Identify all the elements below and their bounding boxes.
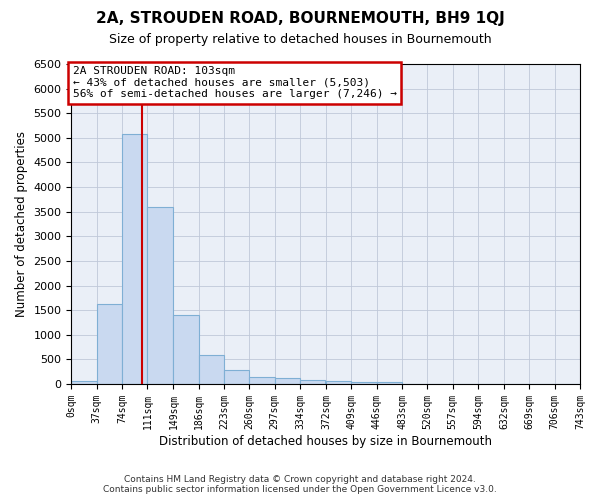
Bar — [71, 381, 97, 384]
Bar — [199, 355, 224, 384]
X-axis label: Distribution of detached houses by size in Bournemouth: Distribution of detached houses by size … — [159, 434, 492, 448]
Bar — [173, 314, 199, 384]
Text: Contains HM Land Registry data © Crown copyright and database right 2024.
Contai: Contains HM Land Registry data © Crown c… — [103, 474, 497, 494]
Bar — [300, 380, 325, 384]
Bar — [224, 370, 250, 384]
Bar — [326, 381, 352, 384]
Bar — [122, 134, 148, 384]
Y-axis label: Number of detached properties: Number of detached properties — [15, 131, 28, 317]
Bar — [352, 382, 377, 384]
Text: 2A STROUDEN ROAD: 103sqm
← 43% of detached houses are smaller (5,503)
56% of sem: 2A STROUDEN ROAD: 103sqm ← 43% of detach… — [73, 66, 397, 99]
Bar — [275, 378, 300, 384]
Bar — [377, 382, 402, 384]
Text: 2A, STROUDEN ROAD, BOURNEMOUTH, BH9 1QJ: 2A, STROUDEN ROAD, BOURNEMOUTH, BH9 1QJ — [95, 11, 505, 26]
Bar — [148, 207, 173, 384]
Bar — [97, 304, 122, 384]
Bar — [250, 377, 275, 384]
Text: Size of property relative to detached houses in Bournemouth: Size of property relative to detached ho… — [109, 33, 491, 46]
